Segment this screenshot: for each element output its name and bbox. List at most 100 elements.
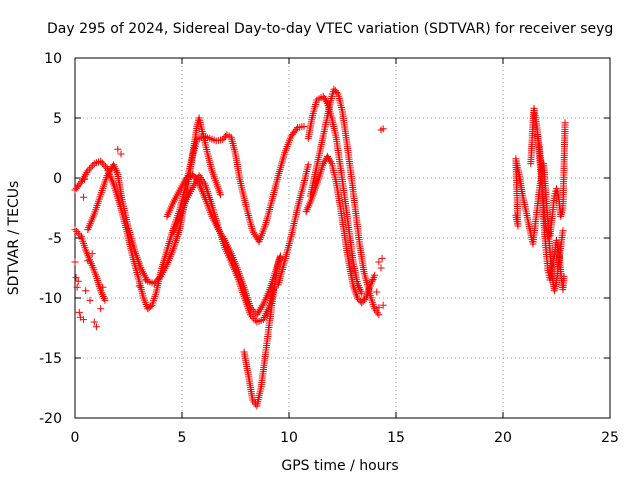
data-point [81, 175, 89, 183]
data-point [150, 280, 158, 288]
data-point [98, 159, 106, 167]
x-tick-label: 25 [601, 430, 619, 446]
data-point [75, 308, 83, 316]
data-point [330, 85, 338, 93]
data-points [71, 85, 569, 410]
data-point [85, 165, 93, 173]
y-tick-label: 10 [44, 51, 62, 67]
data-point [152, 278, 160, 286]
data-point [327, 158, 335, 166]
x-tick-label: 5 [178, 430, 187, 446]
data-point [559, 227, 567, 235]
data-point [82, 287, 90, 295]
data-point [325, 154, 333, 162]
data-point [359, 297, 367, 305]
data-point [253, 311, 261, 319]
data-point [257, 304, 265, 312]
data-point [379, 125, 387, 133]
data-point [83, 169, 91, 177]
y-tick-label: -5 [48, 231, 62, 247]
data-point [76, 231, 84, 239]
data-point [360, 294, 368, 302]
data-point [99, 283, 107, 291]
data-point [220, 134, 228, 142]
data-point [101, 163, 109, 171]
data-point [89, 161, 97, 169]
data-point [322, 98, 330, 106]
data-point [250, 229, 258, 237]
data-point [353, 294, 361, 302]
data-point [250, 314, 258, 322]
data-point [80, 316, 88, 324]
data-point [361, 296, 369, 304]
data-point [368, 276, 376, 284]
data-point [82, 170, 90, 178]
x-tick-label: 0 [71, 430, 80, 446]
data-point [253, 234, 261, 242]
x-tick-label: 10 [280, 430, 298, 446]
data-point [560, 272, 568, 280]
data-point [84, 257, 92, 265]
data-point [74, 277, 82, 285]
data-point [86, 296, 94, 304]
data-point [117, 150, 125, 158]
data-point [219, 136, 227, 144]
data-point [155, 274, 163, 282]
data-point [319, 92, 327, 100]
data-point [71, 258, 79, 266]
data-point [320, 158, 328, 166]
data-point [142, 276, 150, 284]
data-point [321, 96, 329, 104]
data-point [371, 271, 379, 279]
data-point [103, 172, 111, 180]
data-point [320, 94, 328, 102]
grid-lines [75, 58, 610, 418]
data-point [72, 274, 80, 282]
data-point [74, 229, 82, 237]
data-point [375, 311, 383, 319]
data-point [100, 161, 108, 169]
data-point [375, 258, 383, 266]
y-tick-label: -20 [39, 411, 62, 427]
data-point [255, 307, 263, 315]
x-tick-label: 20 [494, 430, 512, 446]
data-point [88, 250, 96, 258]
data-point [73, 283, 81, 291]
data-point [87, 163, 95, 171]
data-point [377, 264, 385, 272]
data-point [249, 227, 257, 235]
data-point [80, 174, 88, 182]
data-point [105, 168, 113, 176]
data-point [252, 232, 260, 240]
data-point [90, 318, 98, 326]
data-point [248, 313, 256, 321]
data-point [73, 227, 81, 235]
data-point [324, 152, 332, 160]
data-point [304, 161, 312, 169]
data-point [254, 309, 262, 317]
data-point [246, 311, 254, 319]
data-point [378, 254, 386, 262]
data-point [319, 160, 327, 168]
data-point [153, 276, 161, 284]
x-axis: 0 5 10 15 20 25 [71, 58, 619, 446]
x-tick-label: 15 [387, 430, 405, 446]
data-point [379, 301, 387, 309]
data-point [104, 170, 112, 178]
data-point [135, 282, 143, 290]
data-point [561, 119, 569, 127]
data-point [331, 87, 339, 95]
data-point [256, 305, 264, 313]
data-point [375, 304, 383, 312]
data-point [258, 302, 266, 310]
data-point [92, 323, 100, 331]
data-point [71, 226, 79, 234]
data-point [326, 156, 334, 164]
data-point [97, 305, 105, 313]
data-point [373, 288, 381, 296]
data-point [114, 145, 122, 153]
data-point [217, 191, 225, 199]
x-axis-label: GPS time / hours [281, 458, 398, 474]
y-tick-label: -15 [39, 351, 62, 367]
